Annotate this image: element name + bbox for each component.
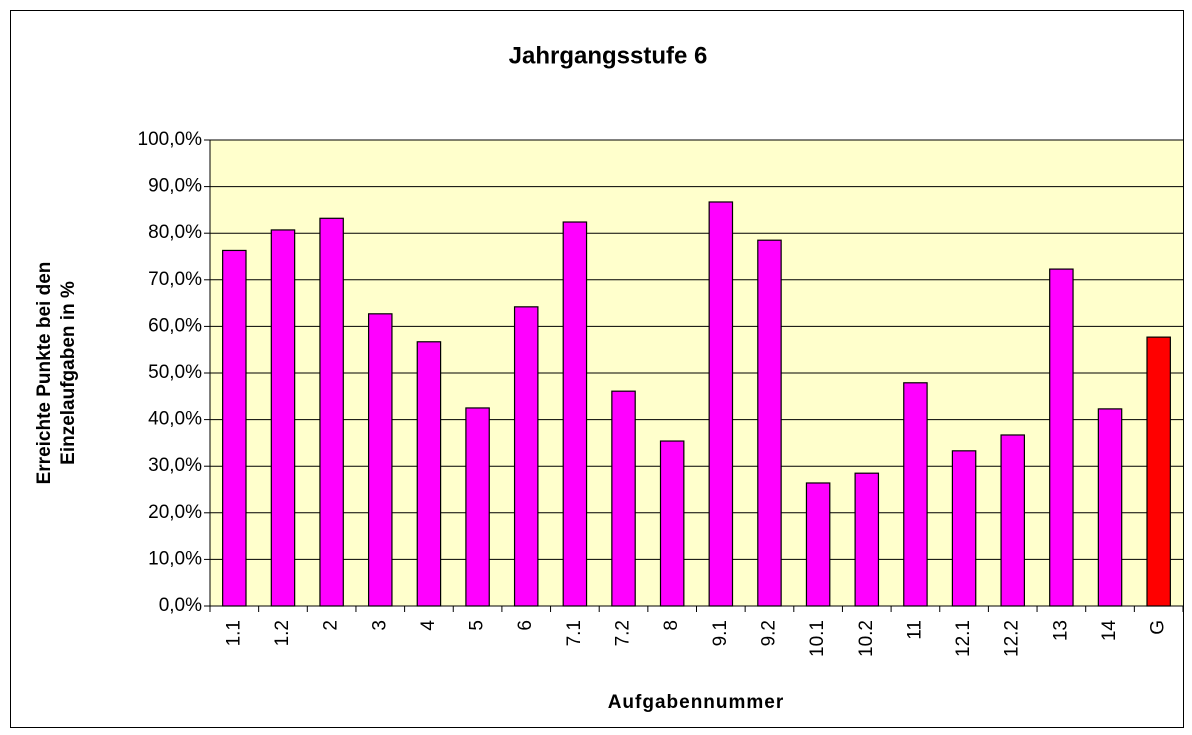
y-tick-label: 70,0% <box>148 269 202 290</box>
x-tick-label: 12.2 <box>1002 620 1023 657</box>
x-tick-label-group: 2 <box>321 620 342 631</box>
x-tick-label: 11 <box>904 620 925 640</box>
bar <box>708 201 734 607</box>
bar <box>854 472 880 607</box>
x-tick-label-group: 9.1 <box>710 620 731 646</box>
x-tick-label-group: 6 <box>515 620 536 631</box>
x-tick-label-group: 4 <box>418 620 439 631</box>
y-tick-label: 60,0% <box>148 315 202 336</box>
bar <box>562 221 588 607</box>
bar <box>1097 408 1123 607</box>
x-tick-label: 4 <box>418 620 439 631</box>
y-axis-label-line: Erreichte Punkte bei den <box>34 262 55 485</box>
y-tick-label: 100,0% <box>138 129 203 150</box>
chart-title: Jahrgangsstufe 6 <box>509 42 708 69</box>
bar <box>367 313 393 607</box>
x-tick-label: 7.1 <box>564 620 585 646</box>
x-tick-label-group: 11 <box>904 620 925 640</box>
bar <box>513 306 539 607</box>
y-tick-label: 40,0% <box>148 409 202 430</box>
bar <box>611 390 636 607</box>
bar <box>757 239 782 607</box>
x-tick-label: 7.2 <box>613 620 634 646</box>
bar <box>903 382 928 607</box>
x-tick-label-group: 8 <box>661 620 682 631</box>
x-tick-label: 13 <box>1050 620 1071 641</box>
x-tick-label: 2 <box>321 620 342 631</box>
bar <box>465 407 490 607</box>
x-tick-label: 6 <box>515 620 536 631</box>
x-tick-label-group: 12.1 <box>953 620 974 657</box>
bar <box>1049 268 1074 607</box>
bar <box>319 217 344 607</box>
x-tick-label-group: 7.2 <box>613 620 634 646</box>
y-axis-label: Erreichte Punkte bei den Einzelaufgaben … <box>34 262 79 485</box>
x-tick-label-group: 14 <box>1099 620 1120 642</box>
x-tick-label: 10.2 <box>856 620 877 657</box>
x-tick-label: G <box>1148 620 1169 635</box>
y-tick-label: 50,0% <box>148 362 202 383</box>
x-tick-label-group: 10.1 <box>807 620 828 657</box>
x-tick-label: 8 <box>661 620 682 631</box>
x-tick-label-group: 5 <box>467 620 488 631</box>
x-tick-label: 1.1 <box>223 620 244 646</box>
y-tick-label: 90,0% <box>148 176 202 197</box>
bar <box>659 440 685 607</box>
x-axis-label: Aufgabennummer <box>608 692 785 713</box>
x-tick-label: 12.1 <box>953 620 974 657</box>
x-tick-label-group: 9.2 <box>758 620 779 646</box>
x-tick-label-group: 13 <box>1050 620 1071 641</box>
x-tick-label-group: 10.2 <box>856 620 877 657</box>
x-tick-label-group: 12.2 <box>1002 620 1023 657</box>
bar <box>951 450 977 607</box>
bar <box>1146 336 1171 607</box>
y-tick-label: 30,0% <box>148 455 202 476</box>
x-tick-label: 1.2 <box>272 620 293 646</box>
x-tick-label: 10.1 <box>807 620 828 657</box>
y-tick-label: 0,0% <box>159 595 202 616</box>
x-tick-label: 9.2 <box>758 620 779 646</box>
x-tick-label: 3 <box>369 620 390 631</box>
y-tick-label: 20,0% <box>148 502 202 523</box>
y-tick-label: 10,0% <box>148 548 202 569</box>
x-tick-label-group: 1.1 <box>223 620 244 646</box>
x-tick-label-group: 3 <box>369 620 390 631</box>
x-tick-label: 9.1 <box>710 620 731 646</box>
y-tick-label: 80,0% <box>148 222 202 243</box>
x-tick-label-group: G <box>1148 620 1169 635</box>
bar <box>416 341 442 607</box>
bar <box>805 482 831 607</box>
y-axis-label-line: Einzelaufgaben in % <box>58 281 79 465</box>
bar <box>270 229 296 607</box>
bar <box>1000 434 1026 607</box>
x-tick-label-group: 1.2 <box>272 620 293 646</box>
bar <box>222 249 247 607</box>
x-tick-label: 5 <box>467 620 488 631</box>
x-tick-label: 14 <box>1099 620 1120 642</box>
x-tick-label-group: 7.1 <box>564 620 585 646</box>
